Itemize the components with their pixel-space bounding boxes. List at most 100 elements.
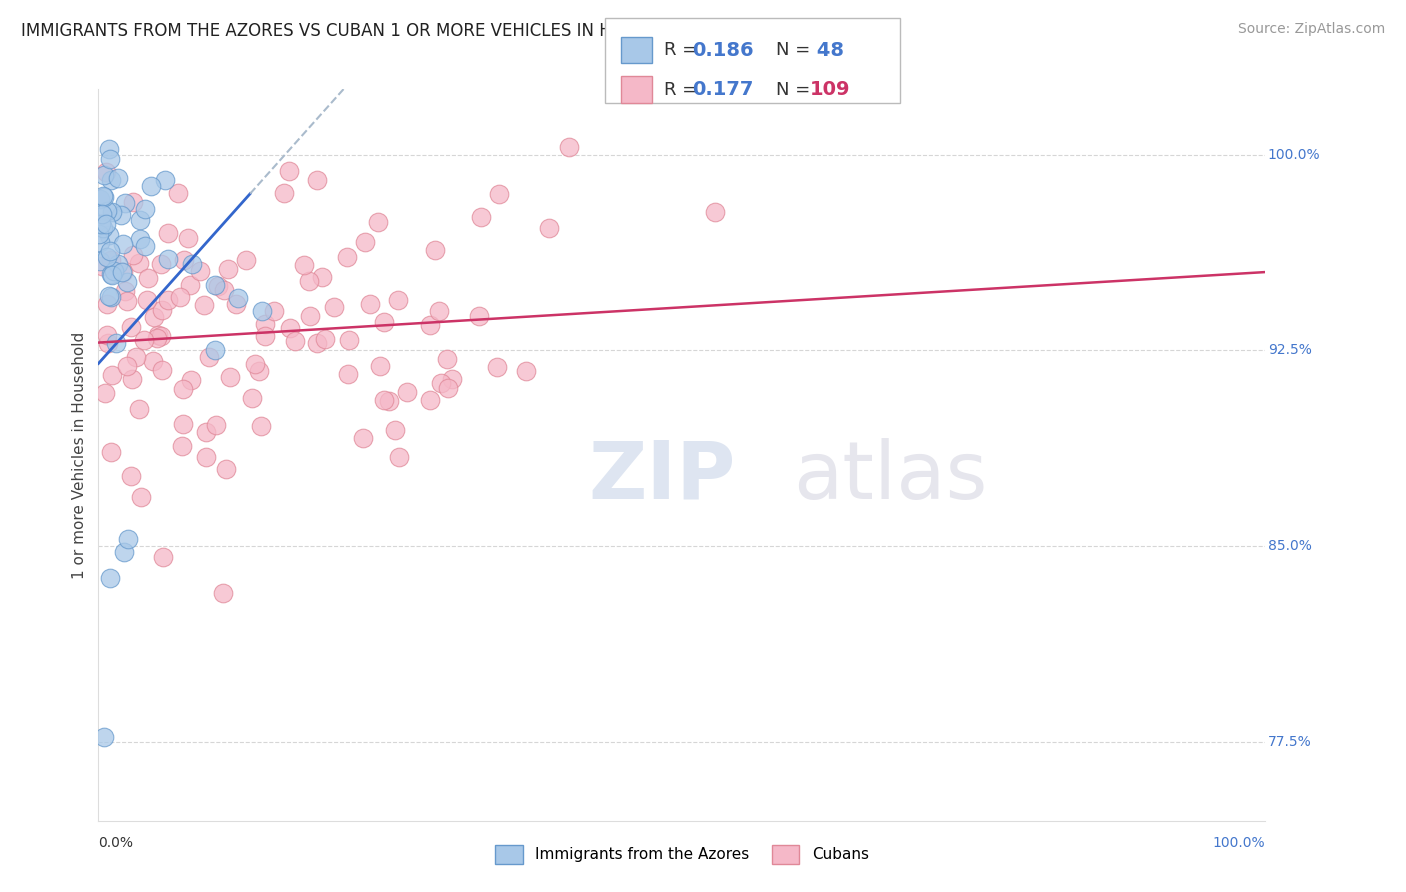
Point (103, 264, 125, 278)
Point (299, 309, 322, 323)
Point (173, 253, 195, 268)
Point (436, 351, 458, 366)
Text: 100.0%: 100.0% (1213, 837, 1265, 850)
Point (107, 171, 129, 186)
Text: 100.0%: 100.0% (1268, 147, 1320, 161)
Point (235, 253, 257, 268)
Point (468, 309, 491, 323)
Point (387, 293, 409, 307)
Point (129, 213, 152, 227)
Text: 0.186: 0.186 (692, 40, 754, 60)
Point (125, 350, 148, 364)
Point (204, 343, 226, 358)
Point (250, 419, 273, 434)
Point (114, 284, 136, 298)
Point (395, 384, 418, 399)
Point (93, 386, 115, 401)
Point (152, 549, 174, 564)
Point (87, 227, 110, 241)
Point (193, 298, 215, 312)
Point (93, 168, 115, 182)
Point (96, 203, 118, 218)
Point (177, 231, 200, 245)
Text: 85.0%: 85.0% (1268, 540, 1312, 553)
Point (430, 376, 453, 390)
Point (515, 363, 537, 377)
Point (96, 218, 118, 232)
Point (359, 297, 381, 311)
Point (157, 252, 180, 266)
Point (156, 293, 179, 307)
Point (297, 274, 319, 288)
Point (91, 259, 114, 273)
Point (142, 310, 165, 324)
Point (314, 332, 336, 346)
Point (368, 359, 391, 373)
Point (94, 165, 117, 179)
Point (100, 173, 122, 187)
Point (278, 320, 301, 334)
Point (117, 532, 139, 546)
Point (93, 190, 115, 204)
Point (122, 195, 145, 210)
Point (212, 585, 235, 599)
Point (155, 173, 177, 187)
Point (337, 333, 360, 347)
Point (225, 297, 247, 311)
Text: ZIP: ZIP (589, 438, 735, 516)
Point (247, 364, 270, 378)
Point (128, 402, 150, 417)
Point (93, 730, 115, 744)
Point (172, 382, 194, 396)
Point (180, 257, 202, 271)
Point (169, 290, 191, 304)
Point (243, 357, 266, 371)
Point (101, 205, 124, 219)
Point (134, 333, 156, 347)
Point (100, 253, 122, 268)
Text: Source: ZipAtlas.com: Source: ZipAtlas.com (1237, 22, 1385, 37)
Point (98, 244, 121, 258)
Point (217, 262, 239, 277)
Text: 109: 109 (810, 80, 851, 99)
Point (100, 445, 122, 459)
Point (419, 318, 441, 332)
Text: R =: R = (664, 41, 703, 59)
Text: R =: R = (664, 81, 703, 99)
Point (207, 278, 229, 293)
Point (254, 329, 277, 343)
Point (557, 139, 579, 153)
Point (112, 544, 135, 558)
Point (215, 461, 238, 475)
Point (150, 362, 173, 376)
Text: N =: N = (776, 41, 815, 59)
Point (167, 186, 190, 200)
Point (704, 205, 727, 219)
Point (131, 490, 153, 504)
Point (100, 290, 122, 304)
Point (89, 192, 111, 206)
Point (146, 331, 169, 345)
Point (336, 368, 359, 382)
Point (378, 394, 401, 409)
Point (292, 258, 315, 272)
Point (115, 359, 138, 374)
Point (121, 248, 143, 262)
Point (89, 253, 111, 268)
Point (197, 351, 219, 365)
Point (179, 278, 201, 293)
Point (112, 265, 135, 279)
Point (441, 372, 464, 386)
Point (388, 450, 411, 464)
Point (485, 359, 508, 374)
Point (384, 423, 406, 437)
Point (107, 257, 129, 271)
Point (101, 268, 124, 283)
Text: IMMIGRANTS FROM THE AZORES VS CUBAN 1 OR MORE VEHICLES IN HOUSEHOLD CORRELATION : IMMIGRANTS FROM THE AZORES VS CUBAN 1 OR… (21, 22, 890, 40)
Point (91, 220, 114, 235)
Point (311, 270, 333, 285)
Point (101, 368, 124, 382)
Point (250, 304, 273, 318)
Point (240, 391, 263, 405)
Point (110, 208, 132, 222)
